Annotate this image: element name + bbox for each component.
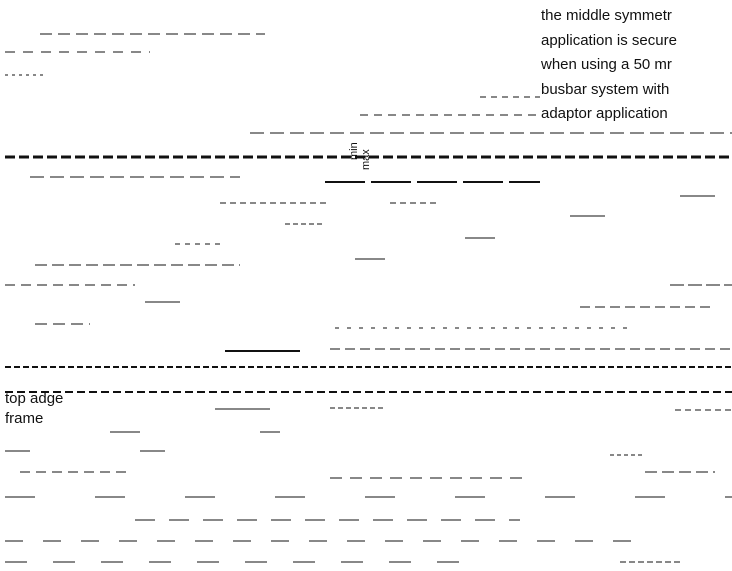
label-frame: frame	[5, 410, 43, 427]
notes: the middle symmetr application is secure…	[540, 7, 677, 122]
note-line: busbar system with	[541, 81, 669, 98]
note-line: the middle symmetr	[541, 7, 672, 24]
note-line: adaptor application	[541, 105, 668, 122]
dimension-max: max	[360, 149, 372, 170]
label-top-edge: top adge	[5, 390, 63, 407]
dimension-min: min	[348, 142, 360, 160]
dash-lines	[5, 33, 732, 563]
note-line: application is secure	[541, 32, 677, 49]
note-line: when using a 50 mr	[540, 56, 672, 73]
